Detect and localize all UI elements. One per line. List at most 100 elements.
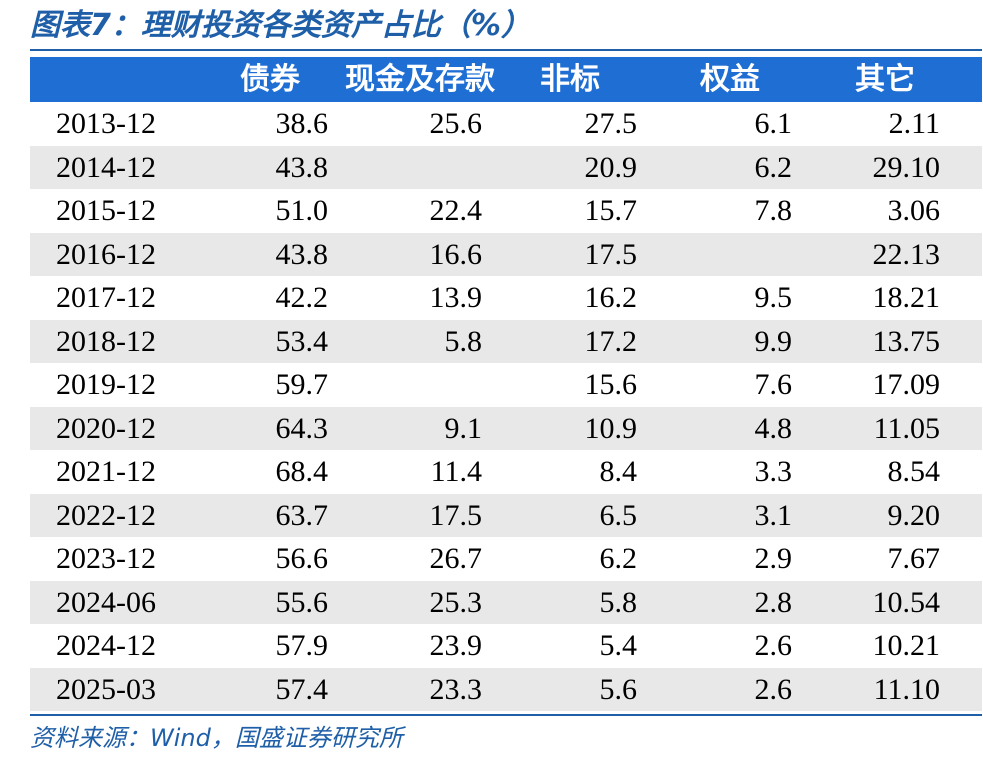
cell-equity: 9.9 (754, 324, 793, 358)
cell-equity: 6.2 (754, 150, 793, 184)
cell-nonstandard: 10.9 (584, 411, 638, 445)
cell-equity: 3.1 (754, 498, 793, 532)
row-date: 2021-12 (56, 455, 156, 488)
row-date: 2025-03 (56, 672, 156, 706)
cell-other: 18.21 (872, 281, 941, 314)
cell-nonstandard: 8.4 (599, 455, 638, 488)
cell-equity: 2.9 (754, 542, 793, 575)
header-cell-cash: 现金及存款 (345, 62, 495, 97)
cell-other: 10.54 (872, 585, 941, 619)
cell-bonds: 59.7 (275, 368, 329, 401)
cell-other: 22.13 (872, 237, 941, 271)
row-date: 2013-12 (56, 107, 156, 140)
chart-title: 图表7：理财投资各类资产占比（%） (30, 8, 531, 43)
row-date: 2023-12 (56, 542, 156, 575)
cell-equity: 7.6 (754, 368, 793, 401)
row-date: 2016-12 (56, 237, 156, 271)
cell-other: 8.54 (887, 455, 941, 488)
cell-cash: 22.4 (429, 194, 483, 227)
cell-nonstandard: 17.5 (584, 237, 638, 271)
cell-other: 10.21 (872, 629, 941, 662)
cell-cash: 25.3 (429, 585, 483, 619)
row-date: 2019-12 (56, 368, 156, 401)
row-date: 2022-12 (56, 498, 156, 532)
table-row: 2017-12 42.2 13.9 16.2 9.5 18.21 (30, 276, 982, 320)
cell-bonds: 38.6 (275, 107, 329, 140)
table-row: 2025-03 57.4 23.3 5.6 2.6 11.10 (30, 667, 982, 711)
table-row: 2024-12 57.9 23.9 5.4 2.6 10.21 (30, 624, 982, 668)
table-row: 2013-12 38.6 25.6 27.5 6.1 2.11 (30, 102, 982, 146)
cell-cash: 26.7 (429, 542, 483, 575)
row-date: 2015-12 (56, 194, 156, 227)
cell-nonstandard: 16.2 (584, 281, 638, 314)
cell-bonds: 57.4 (275, 672, 329, 706)
cell-nonstandard: 17.2 (584, 324, 638, 358)
header-cell-other: 其它 (855, 62, 915, 97)
table-row: 2016-12 43.8 16.6 17.5 22.13 (30, 232, 982, 277)
cell-nonstandard: 5.8 (599, 585, 638, 619)
cell-nonstandard: 20.9 (584, 150, 638, 184)
cell-cash: 23.3 (429, 672, 483, 706)
cell-bonds: 68.4 (275, 455, 329, 488)
table-row: 2020-12 64.3 9.1 10.9 4.8 11.05 (30, 406, 982, 450)
cell-equity: 2.6 (754, 629, 793, 662)
table-row: 2021-12 68.4 11.4 8.4 3.3 8.54 (30, 450, 982, 494)
cell-bonds: 43.8 (275, 150, 329, 184)
row-date: 2024-06 (56, 585, 156, 619)
cell-cash: 25.6 (429, 107, 483, 140)
title-rule (30, 49, 982, 51)
cell-nonstandard: 6.2 (599, 542, 638, 575)
cell-cash (342, 363, 482, 407)
cell-bonds: 56.6 (275, 542, 329, 575)
cell-nonstandard: 15.7 (584, 194, 638, 227)
cell-equity: 2.8 (754, 585, 793, 619)
cell-cash: 13.9 (429, 281, 483, 314)
cell-other: 17.09 (872, 368, 941, 401)
table-row: 2023-12 56.6 26.7 6.2 2.9 7.67 (30, 537, 982, 581)
row-date: 2017-12 (56, 281, 156, 314)
cell-other: 13.75 (872, 324, 941, 358)
table-bottom-rule (30, 714, 982, 716)
cell-bonds: 42.2 (275, 281, 329, 314)
cell-equity: 9.5 (754, 281, 793, 314)
cell-cash: 16.6 (429, 237, 483, 271)
table-header: 债券 现金及存款 非标 权益 其它 (30, 57, 982, 102)
cell-nonstandard: 27.5 (584, 107, 638, 140)
cell-cash: 17.5 (429, 498, 483, 532)
cell-bonds: 63.7 (275, 498, 329, 532)
cell-nonstandard: 15.6 (584, 368, 638, 401)
cell-equity: 7.8 (754, 194, 793, 227)
cell-other: 3.06 (887, 194, 941, 227)
row-date: 2024-12 (56, 629, 156, 662)
header-cell-nonstandard: 非标 (540, 62, 600, 97)
cell-equity: 4.8 (754, 411, 793, 445)
cell-cash: 9.1 (444, 411, 483, 445)
cell-bonds: 57.9 (275, 629, 329, 662)
header-cell-bonds: 债券 (240, 62, 300, 97)
cell-other: 2.11 (888, 107, 940, 140)
table-row: 2019-12 59.7 15.6 7.6 17.09 (30, 363, 982, 407)
cell-nonstandard: 5.4 (599, 629, 638, 662)
table-row: 2022-12 63.7 17.5 6.5 3.1 9.20 (30, 493, 982, 537)
header-cell-equity: 权益 (700, 62, 760, 97)
cell-bonds: 53.4 (275, 324, 329, 358)
cell-cash: 5.8 (444, 324, 483, 358)
cell-cash: 23.9 (429, 629, 483, 662)
cell-other: 9.20 (887, 498, 941, 532)
table-row: 2024-06 55.6 25.3 5.8 2.8 10.54 (30, 580, 982, 624)
header-cell-corner (30, 57, 210, 102)
cell-cash: 11.4 (430, 455, 482, 488)
cell-other: 29.10 (872, 150, 941, 184)
cell-nonstandard: 5.6 (599, 672, 638, 706)
cell-bonds: 55.6 (275, 585, 329, 619)
cell-equity: 3.3 (754, 455, 793, 488)
cell-equity (652, 233, 792, 277)
row-date: 2018-12 (56, 324, 156, 358)
cell-other: 7.67 (887, 542, 941, 575)
cell-equity: 6.1 (754, 107, 793, 140)
table-row: 2015-12 51.0 22.4 15.7 7.8 3.06 (30, 189, 982, 233)
row-date: 2014-12 (56, 150, 156, 184)
cell-other: 11.10 (873, 672, 940, 706)
cell-bonds: 64.3 (275, 411, 329, 445)
cell-bonds: 43.8 (275, 237, 329, 271)
